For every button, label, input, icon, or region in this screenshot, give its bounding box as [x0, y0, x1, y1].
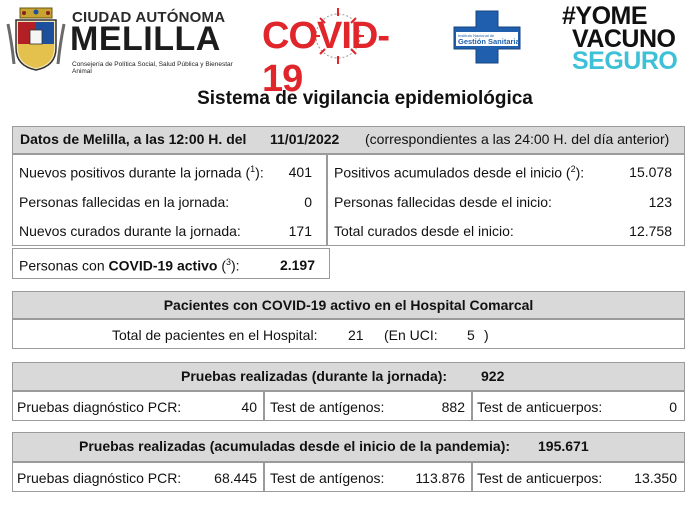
stat-curados-total-value: 12.758 [629, 223, 672, 239]
pruebas-dia-pcr-cell [12, 391, 264, 421]
pruebas-dia-ant-cell [264, 391, 472, 421]
datos-header [12, 126, 685, 154]
gestion-line1: Instituto Nacional de [458, 33, 495, 38]
cross-icon [453, 10, 521, 64]
pruebas-dia-header-value: 922 [481, 368, 505, 384]
melilla-coat-of-arms-icon [6, 7, 66, 71]
hospital-total-value: 21 [348, 327, 364, 343]
pruebas-dia-pcr-value: 40 [241, 399, 257, 415]
activos-value: 2.197 [279, 257, 315, 273]
datos-note: (correspondientes a las 24:00 H. del día… [365, 131, 670, 147]
stat-curados-total-label: Total curados desde el inicio: [334, 223, 514, 239]
covid19-logo: COVID-19 [262, 4, 410, 100]
pruebas-dia-anticuerpos-value: 0 [669, 399, 677, 415]
covid19-logo-text: COVID-19 [262, 15, 390, 100]
stat-nuevos-curados-value: 171 [288, 223, 312, 239]
stat-positivos-acumulados-label: Positivos acumulados desde el inicio (2)… [334, 164, 585, 181]
stat-fallecidos-jornada-label: Personas fallecidas en la jornada: [19, 194, 230, 210]
pruebas-acum-pcr-value: 68.445 [214, 470, 257, 486]
melilla-title-line1: CIUDAD AUTÓNOMA [72, 9, 226, 26]
hospital-total-label: Total de pacientes en el Hospital: [112, 327, 318, 343]
stat-fallecidos-jornada-value: 0 [304, 194, 312, 210]
pruebas-acum-ant-value: 113.876 [415, 470, 465, 486]
datos-date: 11/01/2022 [270, 131, 340, 147]
campaign-logo: #YOME VACUNO SEGURO [556, 4, 696, 74]
activos-box [12, 248, 330, 279]
datos-label: Datos de Melilla, a las 12:00 H. del [20, 131, 247, 147]
campaign-line1: #YOME [562, 2, 648, 30]
hospital-uci-label: (En UCI: [384, 327, 438, 343]
pruebas-dia-pcr-label: Pruebas diagnóstico PCR: [17, 399, 182, 415]
pruebas-acum-header-value: 195.671 [538, 438, 589, 454]
stat-nuevos-curados-label: Nuevos curados durante la jornada: [19, 223, 241, 239]
hospital-header-text: Pacientes con COVID-19 activo en el Hosp… [163, 297, 534, 313]
pruebas-acum-ant-cell [264, 462, 472, 492]
melilla-logo: CIUDAD AUTÓNOMA MELILLA Consejería de Po… [6, 4, 251, 75]
pruebas-acum-pcr-label: Pruebas diagnóstico PCR: [17, 470, 182, 486]
stat-positivos-acumulados-value: 15.078 [629, 164, 672, 180]
pruebas-dia-ant-value: 882 [441, 399, 465, 415]
hospital-uci-close: ) [484, 327, 489, 343]
pruebas-dia-header-label: Pruebas realizadas (durante la jornada): [181, 368, 448, 384]
virus-icon [312, 8, 364, 64]
pruebas-dia-anticuerpos-label: Test de anticuerpos: [477, 399, 603, 415]
campaign-line2: VACUNO [572, 25, 676, 53]
hospital-row [12, 319, 685, 349]
stats-right-box [327, 154, 685, 246]
stat-fallecidos-total-label: Personas fallecidas desde el inicio: [334, 194, 552, 210]
melilla-title-line2: MELILLA [70, 20, 221, 58]
pruebas-dia-header [12, 362, 685, 391]
pruebas-acum-anticuerpos-value: 13.350 [634, 470, 677, 486]
hospital-uci-value: 5 [467, 327, 475, 343]
pruebas-acum-header [12, 432, 685, 462]
hospital-header [12, 291, 685, 319]
stat-fallecidos-total-value: 123 [648, 194, 672, 210]
stats-left-box [12, 154, 327, 246]
stat-nuevos-positivos-value: 401 [288, 164, 312, 180]
pruebas-dia-ant-label: Test de antígenos: [270, 399, 385, 415]
activos-label: Personas con COVID-19 activo (3): [19, 257, 240, 274]
melilla-subtitle: Consejería de Política Social, Salud Púb… [72, 61, 233, 75]
pruebas-acum-header-label: Pruebas realizadas (acumuladas desde el … [79, 438, 511, 454]
pruebas-acum-pcr-cell [12, 462, 264, 492]
pruebas-acum-anticuerpos-label: Test de anticuerpos: [477, 470, 603, 486]
stat-nuevos-positivos-label: Nuevos positivos durante la jornada (1): [19, 164, 264, 181]
pruebas-dia-anticuerpos-cell [472, 391, 685, 421]
pruebas-acum-anticuerpos-cell [472, 462, 685, 492]
pruebas-acum-ant-label: Test de antígenos: [270, 470, 385, 486]
gestion-line2: Gestión Sanitaria [458, 37, 520, 46]
campaign-line3: SEGURO [572, 47, 678, 75]
gestion-sanitaria-logo: Instituto Nacional de Gestión Sanitaria [452, 9, 522, 65]
page-title: Sistema de vigilancia epidemiológica [197, 88, 533, 109]
